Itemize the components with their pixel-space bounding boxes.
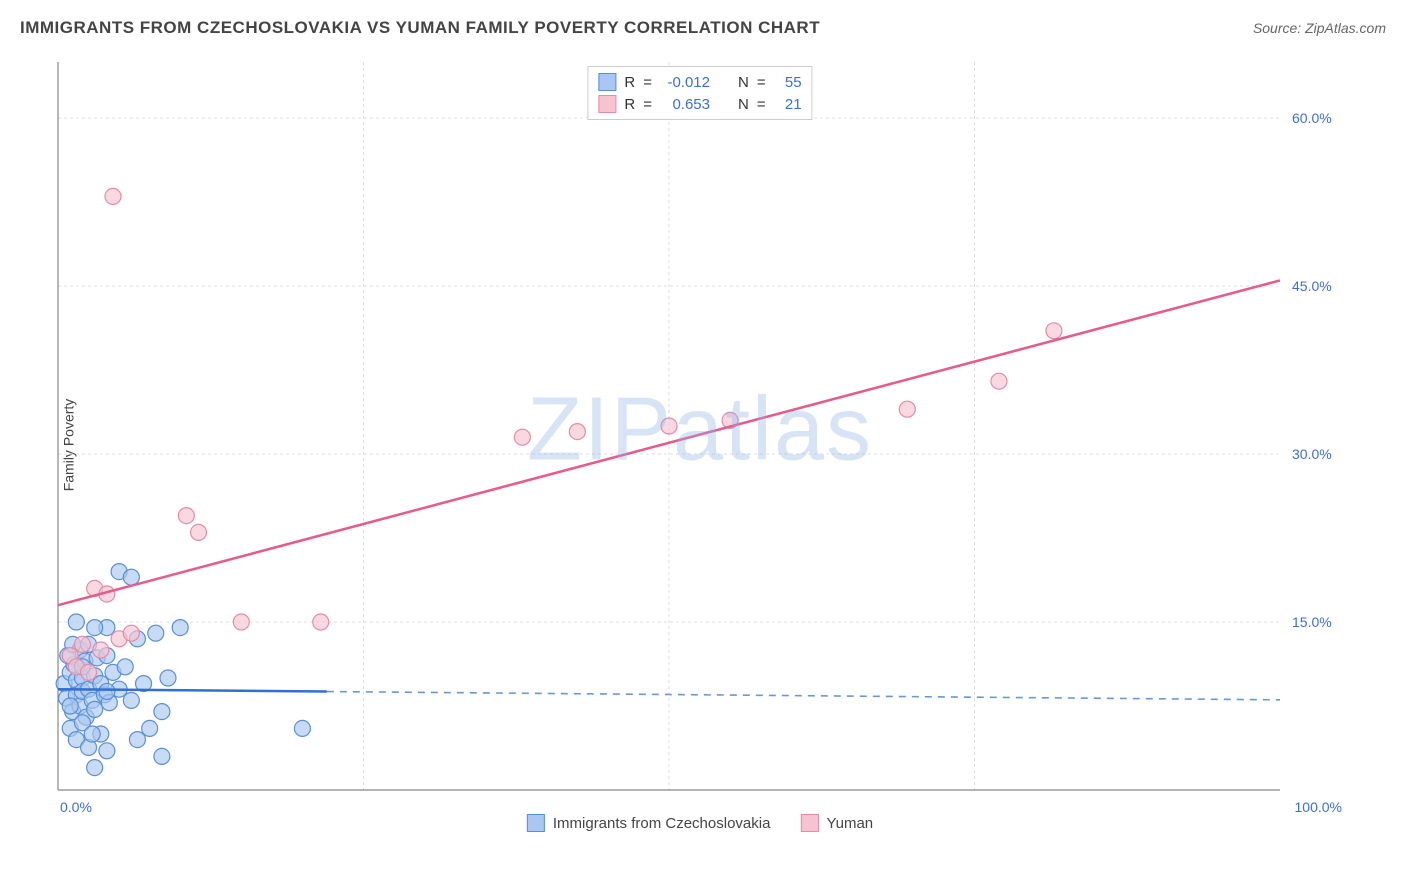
legend-equals: = — [757, 96, 766, 113]
chart-source: Source: ZipAtlas.com — [1253, 20, 1386, 36]
series-legend: Immigrants from Czechoslovakia Yuman — [527, 814, 873, 832]
svg-text:100.0%: 100.0% — [1295, 799, 1342, 815]
chart-area: Family Poverty 15.0%30.0%45.0%60.0%0.0%1… — [50, 60, 1350, 830]
chart-header: IMMIGRANTS FROM CZECHOSLOVAKIA VS YUMAN … — [20, 18, 1386, 38]
series-legend-label: Immigrants from Czechoslovakia — [553, 815, 771, 832]
svg-text:15.0%: 15.0% — [1292, 614, 1332, 630]
chart-title: IMMIGRANTS FROM CZECHOSLOVAKIA VS YUMAN … — [20, 18, 820, 38]
svg-text:0.0%: 0.0% — [60, 799, 92, 815]
svg-text:60.0%: 60.0% — [1292, 110, 1332, 126]
legend-swatch-series1 — [527, 814, 545, 832]
legend-swatch-series2 — [800, 814, 818, 832]
series-legend-item: Immigrants from Czechoslovakia — [527, 814, 771, 832]
legend-swatch-series2 — [598, 95, 616, 113]
legend-equals: = — [757, 74, 766, 91]
legend-r-value: -0.012 — [660, 74, 710, 91]
legend-r-value: 0.653 — [660, 96, 710, 113]
legend-n-value: 55 — [774, 74, 802, 91]
svg-text:30.0%: 30.0% — [1292, 446, 1332, 462]
legend-n-value: 21 — [774, 96, 802, 113]
series-legend-label: Yuman — [826, 815, 873, 832]
correlation-legend-row: R = 0.653 N = 21 — [598, 93, 801, 115]
legend-equals: = — [643, 96, 652, 113]
legend-swatch-series1 — [598, 73, 616, 91]
legend-r-label: R — [624, 74, 635, 91]
svg-text:45.0%: 45.0% — [1292, 278, 1332, 294]
correlation-legend-row: R = -0.012 N = 55 — [598, 71, 801, 93]
series-legend-item: Yuman — [800, 814, 873, 832]
legend-equals: = — [643, 74, 652, 91]
legend-n-label: N — [738, 96, 749, 113]
legend-r-label: R — [624, 96, 635, 113]
scatter-plot: 15.0% 30.0% 45.0% 60.0% 0.0% 100.0% — [50, 60, 1350, 830]
correlation-legend: R = -0.012 N = 55 R = 0.653 N = 21 — [587, 66, 812, 120]
legend-n-label: N — [738, 74, 749, 91]
